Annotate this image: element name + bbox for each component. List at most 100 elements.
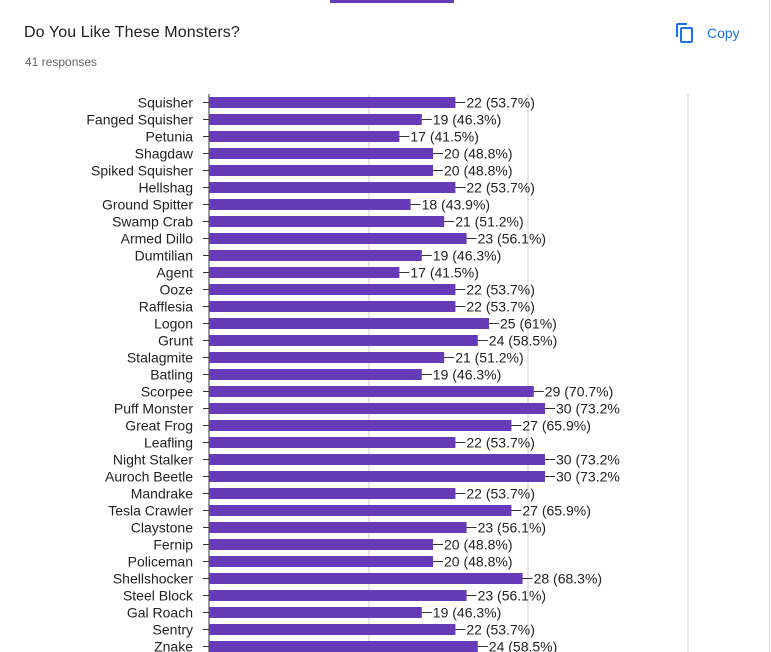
bar [209, 284, 456, 295]
category-label: Tesla Crawler [108, 503, 193, 519]
category-label: Swamp Crab [112, 214, 193, 230]
bar [209, 539, 433, 550]
category-label: Puff Monster [114, 401, 193, 417]
bar [209, 267, 400, 278]
bar [209, 590, 467, 601]
bar [209, 607, 422, 618]
data-label: 20 (48.8%) [444, 146, 512, 162]
category-label: Squisher [138, 95, 194, 111]
data-label: 21 (51.2%) [455, 214, 523, 230]
data-label: 21 (51.2%) [455, 350, 523, 366]
category-label: Shellshocker [113, 571, 193, 587]
bar [209, 165, 433, 176]
data-label: 22 (53.7%) [466, 435, 534, 451]
bar [209, 420, 512, 431]
bar [209, 114, 422, 125]
data-label: 17 (41.5%) [410, 129, 478, 145]
data-label: 22 (53.7%) [466, 95, 534, 111]
data-label: 27 (65.9%) [522, 418, 590, 434]
category-label: Steel Block [123, 588, 194, 604]
data-label: 30 (73.2% [556, 469, 620, 485]
category-label: Claystone [131, 520, 193, 536]
data-label: 24 (58.5%) [489, 639, 557, 652]
data-label: 18 (43.9%) [422, 197, 490, 213]
response-count: 41 responses [25, 55, 98, 69]
data-label: 27 (65.9%) [522, 503, 590, 519]
bar [209, 233, 467, 244]
data-label: 30 (73.2% [556, 452, 620, 468]
data-label: 17 (41.5%) [410, 265, 478, 281]
bar [209, 454, 545, 465]
category-label: Logon [154, 316, 193, 332]
bar [209, 471, 545, 482]
bar [209, 641, 478, 652]
data-label: 20 (48.8%) [444, 163, 512, 179]
data-label: 22 (53.7%) [466, 299, 534, 315]
data-label: 19 (46.3%) [433, 112, 501, 128]
category-label: Agent [156, 265, 193, 281]
data-label: 24 (58.5%) [489, 333, 557, 349]
category-label: Leafling [144, 435, 193, 451]
category-label: Grunt [158, 333, 193, 349]
data-label: 20 (48.8%) [444, 537, 512, 553]
bar [209, 352, 445, 363]
data-label: 20 (48.8%) [444, 554, 512, 570]
data-label: 23 (56.1%) [478, 520, 546, 536]
bar [209, 369, 422, 380]
category-label: Ooze [160, 282, 194, 298]
bar [209, 301, 456, 312]
copy-icon [674, 22, 696, 44]
data-label: 19 (46.3%) [433, 248, 501, 264]
category-label: Stalagmite [127, 350, 193, 366]
category-label: Znake [154, 639, 193, 652]
bar [209, 199, 411, 210]
category-label: Hellshag [139, 180, 193, 196]
data-label: 22 (53.7%) [466, 282, 534, 298]
category-label: Scorpee [141, 384, 193, 400]
bar [209, 97, 456, 108]
data-label: 19 (46.3%) [433, 605, 501, 621]
bar [209, 624, 456, 635]
category-label: Fanged Squisher [86, 112, 193, 128]
bar [209, 386, 534, 397]
category-label: Spiked Squisher [91, 163, 193, 179]
bar [209, 335, 478, 346]
bar [209, 250, 422, 261]
category-label: Dumtilian [135, 248, 193, 264]
data-label: 25 (61%) [500, 316, 557, 332]
category-label: Sentry [153, 622, 193, 638]
bar [209, 573, 523, 584]
bar [209, 505, 512, 516]
question-title: Do You Like These Monsters? [24, 24, 240, 41]
category-label: Night Stalker [113, 452, 193, 468]
data-label: 22 (53.7%) [466, 486, 534, 502]
category-label: Fernip [153, 537, 193, 553]
category-label: Petunia [146, 129, 194, 145]
bar [209, 216, 445, 227]
data-label: 22 (53.7%) [466, 180, 534, 196]
category-label: Shagdaw [135, 146, 194, 162]
category-label: Ground Spitter [102, 197, 193, 213]
tab-indicator [330, 0, 454, 3]
bar [209, 131, 400, 142]
category-label: Auroch Beetle [105, 469, 193, 485]
bar [209, 556, 433, 567]
category-label: Policeman [128, 554, 193, 570]
bar [209, 403, 545, 414]
data-label: 29 (70.7%) [545, 384, 613, 400]
copy-button[interactable]: Copy [674, 20, 740, 46]
data-label: 23 (56.1%) [478, 588, 546, 604]
bar [209, 522, 467, 533]
data-label: 19 (46.3%) [433, 367, 501, 383]
bar [209, 182, 456, 193]
bar [209, 318, 489, 329]
bar [209, 437, 456, 448]
copy-label: Copy [707, 25, 740, 41]
data-label: 30 (73.2% [556, 401, 620, 417]
category-label: Batling [150, 367, 193, 383]
data-label: 23 (56.1%) [478, 231, 546, 247]
category-label: Gal Roach [127, 605, 193, 621]
category-label: Great Frog [125, 418, 193, 434]
